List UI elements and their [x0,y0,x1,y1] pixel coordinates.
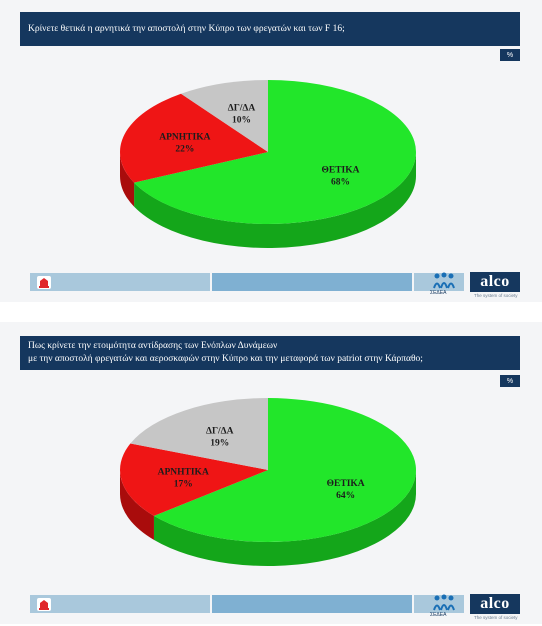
unit-badge: % [500,375,520,387]
pie-slice [134,80,416,224]
sedea-logo-icon [433,594,455,611]
survey-slide-2: Πως κρίνετε την ετοιμότητα αντίδρασης τω… [0,322,542,624]
slide-title-line: Πως κρίνετε την ετοιμότητα αντίδρασης τω… [28,341,278,351]
pie-slice-side [153,470,416,567]
pie-slice-value: 64% [336,491,355,501]
pie-chart-2: ΘΕΤΙΚΑ 64% ΑΡΝΗΤΙΚΑ 17% ΔΓ/ΔΑ 19% [120,398,416,567]
footer-strip [30,273,210,291]
pie-slice-label: ΔΓ/ΔΑ [206,426,234,436]
pie-slice-side [120,470,154,540]
alco-logo: alco [470,594,520,614]
footer-strip [30,595,210,613]
survey-slide-1: Κρίνετε θετικά η αρνητικά την αποστολή σ… [0,0,542,302]
pie-slice [120,443,268,516]
slide-title-line: με την αποστολή φρεγατών και αεροσκαφών … [28,354,423,364]
pie-chart-1: ΘΕΤΙΚΑ 68% ΑΡΝΗΤΙΚΑ 22% ΔΓ/ΔΑ 10% [120,80,416,248]
sedea-label: ΣΕΔΕΑ [430,612,447,618]
pie-slice-value: 10% [232,115,251,125]
pie-slice-value: 19% [210,438,229,448]
slide-footer: ΣΕΔΕΑ alco The system of society [0,270,542,302]
acropolis-logo-icon [37,598,51,611]
unit-badge: % [500,49,520,61]
pie-slice-label: ΑΡΝΗΤΙΚΑ [159,133,210,143]
alco-logo: alco [470,272,520,292]
pie-slice-label: ΘΕΤΙΚΑ [327,479,365,489]
sedea-label: ΣΕΔΕΑ [430,290,447,296]
footer-strip [212,595,412,613]
slide-title-bar: Πως κρίνετε την ετοιμότητα αντίδρασης τω… [20,336,520,370]
alco-tagline: The system of society [474,615,518,620]
slide-footer: ΣΕΔΕΑ alco The system of society [0,592,542,624]
pie-slice [181,80,268,152]
pie-slice-side [134,152,416,248]
pie-slice-side [120,152,135,207]
pie-slice [130,398,268,470]
pie-slice-label: ΔΓ/ΔΑ [228,103,256,113]
slide-title-bar: Κρίνετε θετικά η αρνητικά την αποστολή σ… [20,12,520,46]
pie-slice-label: ΘΕΤΙΚΑ [321,165,359,175]
pie-slice-value: 17% [174,480,193,490]
slide-title-line: Κρίνετε θετικά η αρνητικά την αποστολή σ… [28,23,345,34]
alco-tagline: The system of society [474,293,518,298]
pie-slice-value: 22% [175,145,194,155]
pie-slice [120,93,268,183]
acropolis-logo-icon [37,276,51,289]
footer-strip [212,273,412,291]
pie-slice [153,398,416,542]
pie-slice-label: ΑΡΝΗΤΙΚΑ [158,468,209,478]
pie-slice-value: 68% [331,177,350,187]
sedea-logo-icon [433,272,455,289]
